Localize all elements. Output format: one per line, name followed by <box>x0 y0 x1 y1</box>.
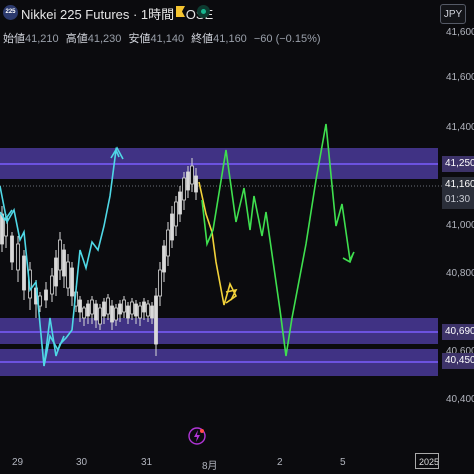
flag-icon[interactable] <box>176 6 185 17</box>
green-arrow-head <box>342 253 354 264</box>
cyan-arrow-head <box>110 146 124 160</box>
candle-body <box>78 299 82 313</box>
candle-body <box>70 267 74 297</box>
date-range-box[interactable]: 2025- <box>415 453 439 469</box>
last-price-tag: 41,160 01:30 <box>442 177 474 209</box>
candle-body <box>190 165 194 185</box>
last-price-value: 41,160 <box>445 179 474 190</box>
candle-body <box>82 307 86 319</box>
candle-body <box>44 289 48 301</box>
candle-body <box>22 255 26 291</box>
time-axis-label: 31 <box>141 457 153 468</box>
chart-header: 225 Nikkei 225 Futures · 1時間 · OSE 始値41,… <box>0 0 474 56</box>
candle-body <box>146 303 150 317</box>
candle-body <box>66 261 70 289</box>
price-axis-label: 40,600 <box>446 346 474 357</box>
candle-body <box>150 305 154 319</box>
candle-body <box>178 191 182 215</box>
candle-body <box>154 295 158 345</box>
candle-body <box>122 299 126 313</box>
candle-body <box>54 257 58 287</box>
candle-body <box>50 275 54 295</box>
candle-body <box>106 297 110 315</box>
candle-body <box>138 305 142 319</box>
candle-body <box>126 305 130 319</box>
high-label: 高値 <box>65 33 88 45</box>
cyan-projection-branch <box>43 333 65 367</box>
high-value: 41,230 <box>87 33 122 45</box>
green-projection-line <box>201 123 355 357</box>
price-axis-label: 41,600 <box>446 27 474 38</box>
candle-body <box>134 303 138 317</box>
candle-body <box>114 307 118 321</box>
cyan-projection-left <box>0 209 13 222</box>
candle-body <box>0 213 4 245</box>
yellow-arrow-head <box>225 288 238 301</box>
chart-title[interactable]: Nikkei 225 Futures · 1時間 · OSE <box>21 7 214 22</box>
time-axis-label: 30 <box>76 457 88 468</box>
candle-body <box>102 301 106 317</box>
candle-body <box>38 295 42 307</box>
candle-body <box>158 269 162 297</box>
candle-body <box>130 301 134 315</box>
ohlc-legend: 始値41,210 高値41,230 安値41,140 終値41,160 −60 … <box>3 30 321 46</box>
support-lower-price-tag: 40,450 <box>442 353 474 369</box>
candle-body <box>94 303 98 321</box>
candle-body <box>58 239 62 271</box>
candle-body <box>166 229 170 257</box>
candle-body <box>62 249 66 277</box>
close-label: 終値 <box>191 33 214 45</box>
candle-body <box>110 305 114 323</box>
candle-body <box>194 175 198 193</box>
price-axis-label: 40,800 <box>446 268 474 279</box>
market-status-icon[interactable] <box>197 5 210 18</box>
price-axis-label: 41,600 <box>446 72 474 83</box>
time-axis-label: 29 <box>12 457 24 468</box>
candle-body <box>162 245 166 273</box>
candle-body <box>186 171 190 191</box>
candle-body <box>90 299 94 315</box>
candle-body <box>118 303 122 315</box>
bar-countdown: 01:30 <box>445 194 471 205</box>
close-value: 41,160 <box>213 33 247 45</box>
support-middle-price-tag: 40,690 <box>442 324 474 340</box>
support-zone-middle <box>0 318 438 344</box>
yellow-projection-line <box>198 181 238 306</box>
time-axis-label: 8月 <box>202 461 218 472</box>
symbol-badge[interactable]: 225 <box>3 5 18 20</box>
resistance-price-tag: 41,250 <box>442 156 474 172</box>
price-axis-label: 41,000 <box>446 220 474 231</box>
currency-button[interactable]: JPY <box>440 4 466 24</box>
change-value: −60 (−0.15%) <box>253 33 321 45</box>
open-label: 始値 <box>3 33 25 45</box>
candle-body <box>98 307 102 325</box>
candle-body <box>170 213 174 241</box>
time-axis-label: 2 <box>277 457 283 468</box>
lightning-icon[interactable] <box>188 427 206 445</box>
candle-body <box>10 235 14 263</box>
time-axis-label: 5 <box>340 457 346 468</box>
price-axis-label: 41,400 <box>446 122 474 133</box>
candle-body <box>16 243 20 271</box>
candle-body <box>174 201 178 227</box>
price-axis-label: 40,400 <box>446 394 474 405</box>
candle-body <box>182 177 186 201</box>
low-value: 41,140 <box>150 33 185 45</box>
candle-body <box>142 301 146 313</box>
low-label: 安値 <box>128 33 151 45</box>
open-value: 41,210 <box>25 33 59 45</box>
candle-body <box>86 303 90 317</box>
